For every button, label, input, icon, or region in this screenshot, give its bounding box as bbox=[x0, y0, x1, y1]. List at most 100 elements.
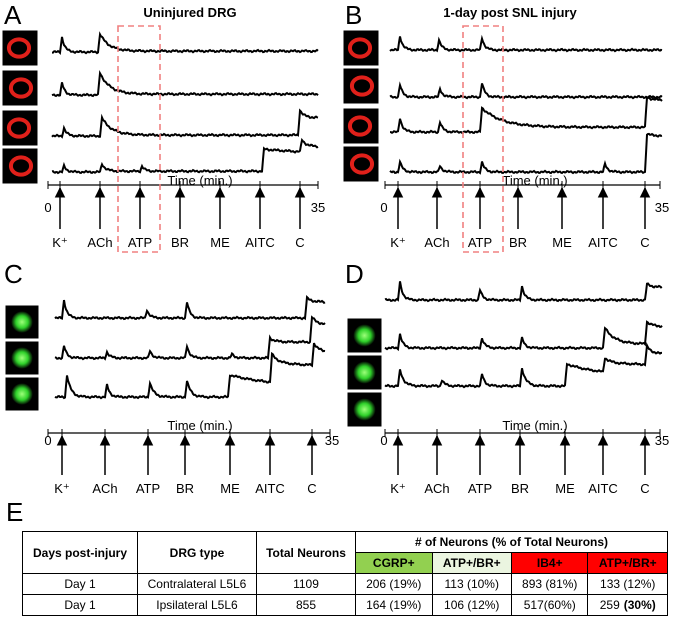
stimulus-label: ATP bbox=[468, 235, 492, 250]
cell: Day 1 bbox=[22, 573, 138, 595]
cell: Contralateral L5L6 bbox=[137, 573, 257, 595]
traces-figure: A Uninjured DRG Time (min.) 0 35 K⁺ ACh ATP BR ME… bbox=[1, 0, 669, 496]
trace bbox=[384, 281, 663, 303]
stimulus-label: BR bbox=[171, 235, 189, 250]
stimulus-label: K⁺ bbox=[390, 235, 406, 250]
stimulus-label: C bbox=[640, 235, 649, 250]
stimulus-label: C bbox=[640, 481, 649, 496]
cell-body bbox=[353, 361, 376, 384]
cell-ring bbox=[347, 37, 373, 59]
trace bbox=[389, 34, 663, 53]
cell-body bbox=[11, 311, 33, 333]
cell: 106 (12%) bbox=[431, 594, 512, 616]
cell-ring bbox=[349, 153, 375, 175]
panel-letter: A bbox=[4, 0, 22, 30]
cell-image bbox=[4, 376, 40, 412]
highlight-box bbox=[117, 25, 161, 253]
axis-start: 0 bbox=[380, 200, 387, 215]
axis-end: 35 bbox=[655, 433, 669, 448]
cell: 206 (19%) bbox=[355, 573, 433, 595]
axis-end: 35 bbox=[325, 433, 339, 448]
cell-ring bbox=[8, 77, 34, 99]
axis-end: 35 bbox=[311, 200, 325, 215]
trace bbox=[384, 320, 663, 352]
trace bbox=[54, 342, 326, 400]
stimulus-label: BR bbox=[511, 481, 529, 496]
stimulus-label: ATP bbox=[468, 481, 492, 496]
cell: 893 (81%) bbox=[510, 573, 589, 595]
trace bbox=[54, 295, 326, 321]
stimulus-label: ME bbox=[220, 481, 240, 496]
stimulus-label: ACh bbox=[424, 481, 449, 496]
header-cell: Days post-injury bbox=[22, 531, 138, 574]
cell: 164 (19%) bbox=[355, 594, 433, 616]
trace bbox=[51, 70, 319, 98]
stimulus-label: ACh bbox=[87, 235, 112, 250]
stimulus-label: K⁺ bbox=[390, 481, 406, 496]
subheader-cell: ATP+/BR+ bbox=[431, 552, 512, 574]
cell: 1109 bbox=[256, 573, 356, 595]
panel-letter: C bbox=[4, 259, 23, 289]
panel: D Time (min.) 0 35 K⁺ ACh ATP BR ME AITC C bbox=[345, 259, 669, 496]
cell-ring bbox=[8, 155, 34, 177]
stimulus-label: ATP bbox=[128, 235, 152, 250]
subheader-cell: ATP+/BR+ bbox=[587, 552, 668, 574]
cell-body bbox=[11, 383, 33, 405]
axis-label: Time (min.) bbox=[167, 418, 232, 433]
stimulus-label: C bbox=[307, 481, 316, 496]
stimulus-label: C bbox=[295, 235, 304, 250]
header-cell: Total Neurons bbox=[256, 531, 356, 574]
trace bbox=[54, 315, 326, 361]
cell: 133 (12%) bbox=[587, 573, 668, 595]
stimulus-label: ATP bbox=[136, 481, 160, 496]
stimulus-label: K⁺ bbox=[52, 235, 68, 250]
cell: 113 (10%) bbox=[431, 573, 512, 595]
panel: A Uninjured DRG Time (min.) 0 35 K⁺ ACh ATP BR ME… bbox=[1, 0, 325, 253]
cell-body bbox=[353, 324, 376, 347]
trace bbox=[51, 108, 319, 139]
cell: 259 (30%) bbox=[587, 594, 668, 616]
panel-letter: B bbox=[345, 0, 362, 30]
axis-start: 0 bbox=[44, 200, 51, 215]
trace bbox=[389, 132, 663, 175]
axis-label: Time (min.) bbox=[502, 418, 567, 433]
panel: C Time (min.) 0 35 K⁺ ACh ATP BR ME AITC C bbox=[4, 259, 339, 496]
cell: 517(60%) bbox=[510, 594, 589, 616]
axis-label: Time (min.) bbox=[167, 173, 232, 188]
cell: 855 bbox=[256, 594, 356, 616]
panel-letter: E bbox=[6, 497, 24, 527]
stimulus-label: ME bbox=[552, 235, 572, 250]
stimulus-label: AITC bbox=[588, 235, 618, 250]
axis-label: Time (min.) bbox=[502, 173, 567, 188]
cell: Day 1 bbox=[22, 594, 138, 616]
axis-start: 0 bbox=[44, 433, 51, 448]
cell-ring bbox=[6, 37, 32, 59]
trace bbox=[390, 96, 663, 135]
neuron-table: Days post-injury DRG type Total Neurons … bbox=[22, 531, 668, 616]
subheader-cell: CGRP+ bbox=[355, 552, 433, 574]
panel-title: Uninjured DRG bbox=[143, 5, 236, 20]
cell: Ipsilateral L5L6 bbox=[137, 594, 257, 616]
stimulus-label: AITC bbox=[255, 481, 285, 496]
cell-emphasis: (30%) bbox=[623, 598, 656, 612]
cell-body bbox=[353, 398, 376, 421]
highlight-box bbox=[462, 25, 504, 253]
header-cell: DRG type bbox=[137, 531, 257, 574]
stimulus-label: ME bbox=[210, 235, 230, 250]
cell-ring bbox=[347, 115, 373, 137]
cell-body bbox=[11, 347, 33, 369]
header-cell: # of Neurons (% of Total Neurons) bbox=[355, 531, 668, 553]
trace bbox=[384, 341, 662, 389]
panel-letter: D bbox=[345, 259, 364, 289]
stimulus-label: ACh bbox=[92, 481, 117, 496]
cell-text: 259 bbox=[599, 598, 620, 612]
panel: B 1-day post SNL injury Time (min.) 0 35 K⁺ AC… bbox=[342, 0, 669, 253]
cell-ring bbox=[6, 117, 32, 139]
subheader-cell: IB4+ bbox=[510, 552, 589, 574]
trace bbox=[389, 81, 663, 100]
stimulus-label: BR bbox=[176, 481, 194, 496]
stimulus-label: AITC bbox=[245, 235, 275, 250]
stimulus-label: BR bbox=[509, 235, 527, 250]
panel-title: 1-day post SNL injury bbox=[443, 5, 577, 20]
